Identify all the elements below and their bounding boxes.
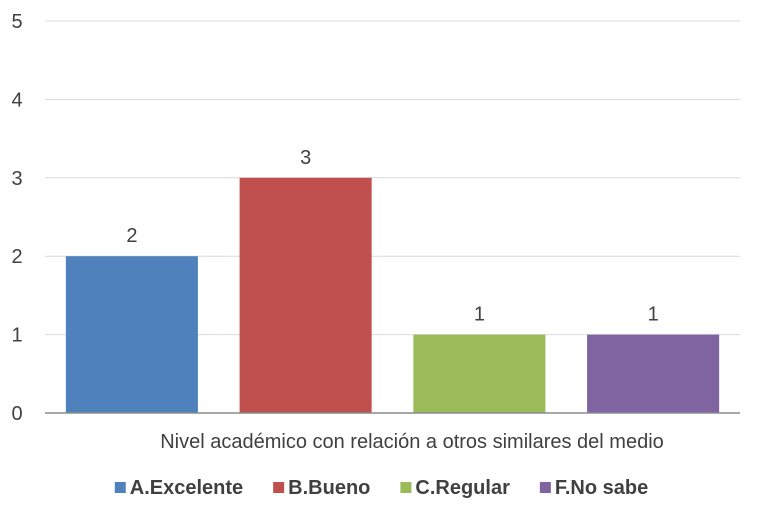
bar-c-regular	[413, 334, 546, 413]
axes: 0 1 2 3 4 5	[11, 11, 740, 425]
legend-label: C.Regular	[415, 477, 510, 499]
data-label: 1	[648, 304, 659, 326]
y-tick-label: 1	[11, 325, 22, 347]
bar-f-no-sabe	[587, 334, 720, 413]
y-tick-label: 2	[11, 246, 22, 268]
data-label: 3	[300, 147, 311, 169]
y-tick-label: 3	[11, 168, 22, 190]
legend-swatch	[539, 482, 551, 493]
data-labels: 2 3 1 1	[126, 147, 658, 326]
bars	[65, 177, 720, 413]
bar-a-excelente	[65, 256, 198, 413]
data-label: 1	[474, 304, 485, 326]
data-label: 2	[126, 225, 137, 247]
legend: A.Excelente B.Bueno C.Regular F.No sabe	[114, 477, 648, 499]
legend-swatch	[273, 482, 285, 493]
y-tick-label: 0	[11, 403, 22, 425]
bar-b-bueno	[239, 177, 372, 413]
legend-item: A.Excelente	[114, 477, 243, 499]
legend-swatch	[400, 482, 412, 493]
category-axis-label: Nivel académico con relación a otros sim…	[160, 431, 664, 453]
legend-item: B.Bueno	[273, 477, 370, 499]
legend-item: F.No sabe	[539, 477, 648, 499]
legend-label: F.No sabe	[555, 477, 648, 499]
legend-swatch	[114, 482, 126, 493]
legend-label: B.Bueno	[288, 477, 370, 499]
y-tick-label: 5	[11, 11, 22, 33]
legend-label: A.Excelente	[130, 477, 243, 499]
y-tick-label: 4	[11, 89, 22, 111]
legend-item: C.Regular	[400, 477, 510, 499]
